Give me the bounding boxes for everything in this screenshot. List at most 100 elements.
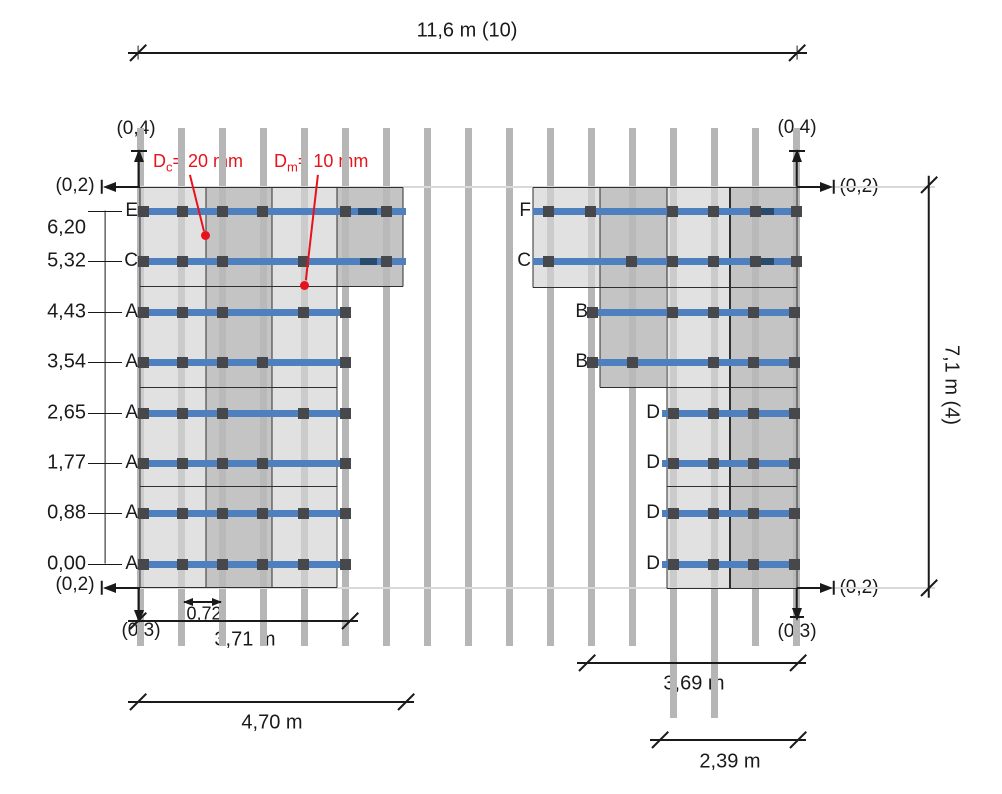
anchor-square	[708, 307, 719, 318]
anchor-square	[340, 458, 351, 469]
rebar-bar-c	[140, 258, 406, 265]
panel-border-line	[140, 586, 337, 588]
anchor-square	[138, 256, 149, 267]
panel-border-line	[140, 386, 337, 388]
anchor-square	[667, 256, 678, 267]
row-label-left: A	[125, 502, 138, 523]
anchor-square	[667, 206, 678, 217]
panel-border-line	[729, 187, 731, 588]
support-strip	[588, 128, 595, 646]
anchor-square	[177, 206, 188, 217]
row-label-left: C	[124, 250, 138, 271]
anchor-square	[177, 408, 188, 419]
anchor-square	[298, 307, 309, 318]
support-strip	[424, 128, 431, 646]
arrowhead-left	[183, 598, 193, 606]
annotation-dc-sub: c	[166, 159, 173, 175]
splice-mark	[360, 258, 377, 265]
arrowhead-right	[212, 598, 222, 606]
scale-value: 3,54	[47, 350, 86, 373]
anchor-square	[217, 408, 228, 419]
dim-right-label: 7,1 m (4)	[940, 344, 963, 426]
rebar-bar-d	[662, 410, 797, 417]
anchor-square	[789, 458, 800, 469]
row-label-left: A	[125, 351, 138, 372]
row-label-right: C	[517, 250, 531, 271]
rebar-bar-a	[140, 309, 350, 316]
dim-072-label: 0,72	[186, 603, 222, 624]
panel-dark	[730, 187, 797, 588]
panel-border-line	[402, 187, 404, 286]
anchor-square	[381, 256, 392, 267]
arrowhead-left	[103, 182, 116, 192]
annotation-dm-10mm: Dm= 10 mm	[274, 151, 368, 178]
arrowhead-right	[820, 583, 833, 593]
scale-tick	[88, 563, 122, 565]
level-line	[104, 186, 935, 188]
row-label-right: D	[646, 452, 660, 473]
scale-tick	[88, 361, 122, 363]
scale-line	[104, 210, 106, 564]
anchor-square	[789, 357, 800, 368]
arrowhead-up	[134, 149, 144, 162]
anchor-square	[177, 508, 188, 519]
scale-tick	[88, 210, 122, 212]
dim-line	[797, 186, 828, 188]
anchor-square	[340, 559, 351, 570]
anchor-square	[177, 307, 188, 318]
scale-tick	[88, 311, 122, 313]
scale-tick	[88, 512, 122, 514]
anchor-square	[626, 256, 637, 267]
anchor-square	[543, 256, 554, 267]
anchor-square	[585, 206, 596, 217]
anchor-square	[177, 559, 188, 570]
red-dot	[299, 280, 309, 290]
anchor-square	[298, 408, 309, 419]
splice-mark	[760, 208, 774, 215]
anchor-square	[340, 508, 351, 519]
anchor-square	[217, 357, 228, 368]
panel-border-line	[533, 286, 797, 288]
dim-line	[128, 701, 414, 703]
dim-line	[650, 739, 806, 741]
anchor-square	[748, 508, 759, 519]
anchor-square	[298, 256, 309, 267]
anchor-square	[708, 508, 719, 519]
anchor-square	[138, 458, 149, 469]
anchor-square	[138, 206, 149, 217]
dim-239-label: 2,39 m	[699, 750, 761, 773]
anchor-square	[708, 559, 719, 570]
row-label-right: D	[646, 502, 660, 523]
scale-value: 2,65	[47, 401, 86, 424]
anchor-square	[668, 458, 679, 469]
panel-dark	[600, 187, 667, 287]
panel-border-line	[796, 187, 798, 588]
anchor-square	[748, 458, 759, 469]
anchor-square	[748, 357, 759, 368]
support-strip	[342, 128, 349, 646]
dim-top-label: 11,6 m (10)	[416, 19, 518, 42]
rebar-bar-a	[140, 460, 350, 467]
annotation-dm-sub: m	[287, 159, 298, 175]
anchor-square	[257, 458, 268, 469]
anchor-square	[340, 206, 351, 217]
anchor-square	[750, 206, 761, 217]
panel-border-line	[140, 285, 403, 287]
panel-border-line	[666, 187, 668, 588]
rebar-bar-d	[662, 510, 797, 517]
support-strip	[547, 128, 554, 646]
dim-line	[184, 601, 221, 603]
panel-border-line	[533, 186, 797, 188]
rebar-bar-f	[533, 208, 797, 215]
anchor-square	[257, 206, 268, 217]
rebar-bar-d	[662, 460, 797, 467]
dim-line	[928, 176, 930, 598]
rebar-bar-e	[140, 208, 406, 215]
scale-value: 4,43	[47, 300, 86, 323]
anchor-square	[138, 559, 149, 570]
anchor-square	[298, 559, 309, 570]
dim-line	[797, 587, 828, 589]
panel-border-line	[667, 485, 797, 487]
dim-line	[110, 186, 140, 188]
anchor-square	[708, 458, 719, 469]
